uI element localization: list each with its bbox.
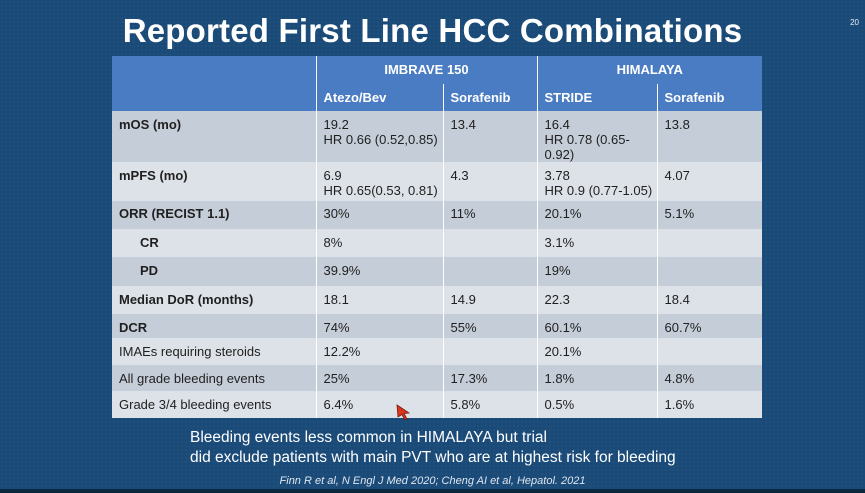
cell-value: 14.9 — [442, 286, 538, 314]
cell-value: 25% — [315, 365, 443, 391]
cell-value: 5.1% — [656, 201, 763, 229]
cell-value: 0.5% — [536, 391, 657, 418]
cell-value: 1.6% — [656, 391, 762, 418]
cell-value: 8% — [315, 229, 443, 257]
cell-value — [442, 338, 537, 365]
row-label: CR — [112, 229, 316, 257]
cell-value: 1.8% — [536, 365, 657, 391]
safety-table: IMAEs requiring steroids 12.2% 20.1% All… — [112, 338, 762, 418]
cell-value: 11% — [442, 201, 538, 229]
row-label: Median DoR (months) — [112, 286, 316, 314]
table-row: mOS (mo) 19.2 HR 0.66 (0.52,0.85) 13.4 16… — [112, 111, 763, 162]
table-row: IMAEs requiring steroids 12.2% 20.1% — [112, 338, 762, 365]
cell-value: 4.07 — [664, 168, 690, 183]
cell-value: 6.9 — [323, 168, 342, 183]
cell-value: 4.8% — [656, 365, 762, 391]
citation: Finn R et al, N Engl J Med 2020; Cheng A… — [279, 475, 586, 487]
cell-value: 6.4% — [315, 391, 443, 418]
cell-hazard-ratio: HR 0.78 (0.65-0.92) — [544, 132, 630, 162]
group-header-himalaya: HIMALAYA — [536, 56, 763, 84]
row-label: mPFS (mo) — [112, 162, 316, 201]
header-corner-2 — [112, 84, 316, 111]
cell-value: 39.9% — [315, 257, 443, 286]
footnote-text: Bleeding events less common in HIMALAYA … — [190, 428, 676, 468]
group-header-imbrave: IMBRAVE 150 — [315, 56, 538, 84]
cell-value: 4.3 — [450, 168, 469, 183]
table-row: ORR (RECIST 1.1) 30% 11% 20.1% 5.1% — [112, 201, 763, 229]
row-label: All grade bleeding events — [112, 365, 316, 391]
bottom-bar — [0, 489, 865, 493]
mouse-pointer-icon — [396, 404, 411, 420]
slide-title: Reported First Line HCC Combinations — [122, 12, 743, 49]
results-table: IMBRAVE 150 HIMALAYA Atezo/Bev Sorafenib… — [112, 56, 763, 349]
cell-value: 16.4 — [544, 117, 570, 132]
cell-value — [442, 257, 538, 286]
cell-value: 22.3 — [536, 286, 658, 314]
cell-value: 17.3% — [442, 365, 537, 391]
table-row: Grade 3/4 bleeding events 6.4% 5.8% 0.5%… — [112, 391, 762, 418]
row-label: ORR (RECIST 1.1) — [112, 201, 316, 229]
cell-value: 3.78 — [544, 168, 570, 183]
table-row: All grade bleeding events 25% 17.3% 1.8%… — [112, 365, 762, 391]
row-label: PD — [112, 257, 316, 286]
cell-value: 12.2% — [315, 338, 443, 365]
row-label: IMAEs requiring steroids — [112, 338, 316, 365]
cell-value: 5.8% — [442, 391, 537, 418]
cell-hazard-ratio: HR 0.66 (0.52,0.85) — [323, 132, 438, 147]
slide-number: 20 — [850, 18, 859, 27]
col-header-sorafenib-imbrave: Sorafenib — [442, 84, 538, 111]
cell-value: 19.2 — [323, 117, 349, 132]
col-header-stride: STRIDE — [536, 84, 658, 111]
col-header-atezo-bev: Atezo/Bev — [315, 84, 443, 111]
table-row: Median DoR (months) 18.1 14.9 22.3 18.4 — [112, 286, 763, 314]
table-row: mPFS (mo) 6.9 HR 0.65(0.53, 0.81) 4.3 3.7… — [112, 162, 763, 201]
cell-value: 3.1% — [536, 229, 658, 257]
cell-value: 30% — [315, 201, 443, 229]
note-line-2: did exclude patients with main PVT who a… — [190, 449, 676, 466]
table-row: PD 39.9% 19% — [112, 257, 763, 286]
row-label: mOS (mo) — [112, 111, 316, 162]
table-row: CR 8% 3.1% — [112, 229, 763, 257]
cell-value: 18.1 — [315, 286, 443, 314]
cell-value — [656, 338, 762, 365]
cell-value — [656, 229, 763, 257]
cell-hazard-ratio: HR 0.9 (0.77-1.05) — [544, 183, 653, 198]
cell-value: 18.4 — [656, 286, 763, 314]
col-header-sorafenib-himalaya: Sorafenib — [656, 84, 763, 111]
header-corner — [112, 56, 316, 84]
row-label: Grade 3/4 bleeding events — [112, 391, 316, 418]
cell-value: 20.1% — [536, 338, 657, 365]
cell-value: 13.4 — [450, 117, 476, 132]
cell-value — [656, 257, 763, 286]
cell-value: 13.8 — [664, 117, 690, 132]
cell-value: 20.1% — [536, 201, 658, 229]
note-line-1: Bleeding events less common in HIMALAYA … — [190, 429, 547, 446]
cell-value — [442, 229, 538, 257]
cell-value: 19% — [536, 257, 658, 286]
cell-hazard-ratio: HR 0.65(0.53, 0.81) — [323, 183, 438, 198]
